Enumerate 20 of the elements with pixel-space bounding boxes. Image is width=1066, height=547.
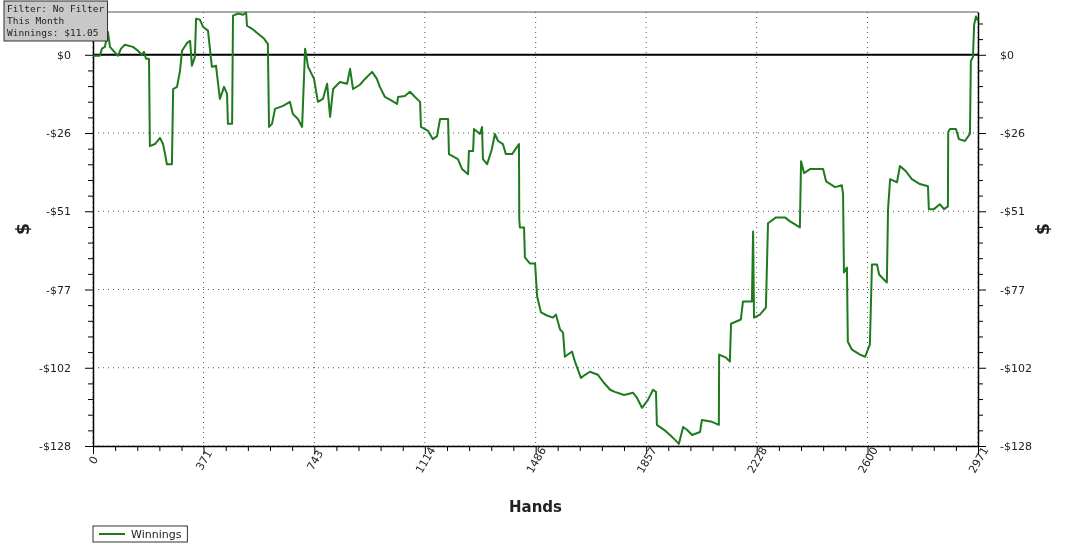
y-axis-title: $ [13,223,33,235]
y2-tick-label: -$128 [1000,440,1032,454]
y2-tick-label: -$102 [1000,361,1032,375]
y-tick-label: -$51 [46,205,71,219]
y2-tick-label: -$77 [1000,283,1025,297]
y-tick-label: -$26 [46,127,71,141]
y-tick-label: -$77 [46,283,71,297]
annotation: Winnings: $11.05 [7,27,99,38]
y2-tick-label: $0 [1000,48,1014,62]
y-tick-label: $0 [57,48,71,62]
x-axis-title: Hands [508,498,563,516]
x-tick-label: 0 [86,453,102,467]
y2-axis-title: $ [1033,223,1053,235]
y-tick-label: -$102 [39,361,71,375]
y2-tick-label: -$51 [1000,205,1025,219]
y2-tick-label: -$26 [1000,127,1025,141]
y-tick-label: -$128 [39,440,71,454]
annotation: Filter: No Filter [7,3,105,14]
text: This Month [7,15,65,26]
legend-label: Winnings [131,528,182,541]
